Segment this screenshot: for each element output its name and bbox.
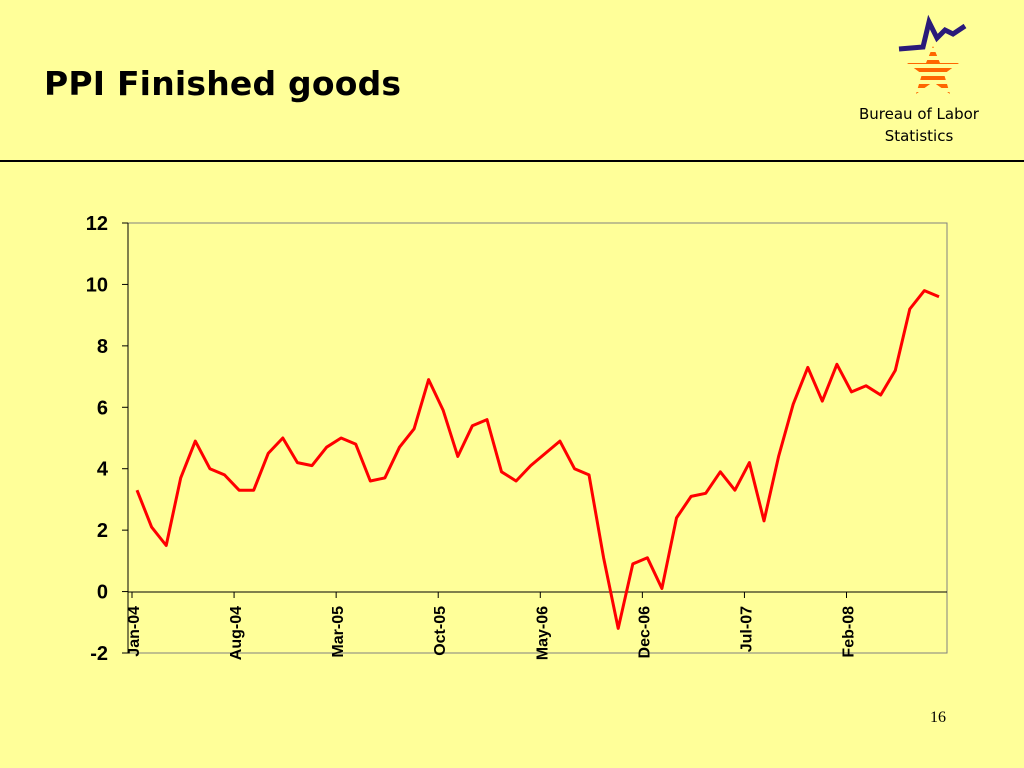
data-point (588, 474, 590, 476)
data-point (151, 526, 153, 528)
data-point (457, 455, 459, 457)
bls-star-logo-icon (898, 14, 967, 94)
x-tick-label: May-06 (534, 606, 551, 660)
data-point (136, 489, 138, 491)
data-point (428, 379, 430, 381)
data-point (807, 366, 809, 368)
data-point (471, 425, 473, 427)
data-point (603, 557, 605, 559)
page-number: 16 (930, 709, 946, 726)
data-point (515, 480, 517, 482)
data-point (194, 440, 196, 442)
data-point (734, 489, 736, 491)
data-point (821, 400, 823, 402)
data-point (223, 474, 225, 476)
data-point (355, 443, 357, 445)
data-point (763, 520, 765, 522)
data-point (238, 489, 240, 491)
data-point (865, 385, 867, 387)
data-point (340, 437, 342, 439)
data-point (909, 308, 911, 310)
y-tick-label: 6 (97, 397, 108, 419)
data-point (442, 409, 444, 411)
data-point (267, 452, 269, 454)
data-point (544, 452, 546, 454)
x-tick-label: Feb-08 (841, 606, 858, 658)
data-point (894, 369, 896, 371)
data-point (719, 471, 721, 473)
data-point (690, 495, 692, 497)
data-point (282, 437, 284, 439)
y-tick-label: 2 (97, 520, 108, 542)
data-point (486, 419, 488, 421)
x-tick-label: Jan-04 (126, 606, 143, 657)
x-tick-label: Dec-06 (636, 606, 653, 659)
data-point (311, 465, 313, 467)
y-tick-label: 4 (97, 459, 109, 481)
data-point (748, 462, 750, 464)
data-point (617, 627, 619, 629)
data-point (923, 290, 925, 292)
data-point (209, 468, 211, 470)
data-point (573, 468, 575, 470)
y-tick-label: 12 (86, 213, 108, 235)
data-point (180, 477, 182, 479)
x-tick-label: Oct-05 (432, 606, 449, 656)
x-tick-label: Jul-07 (738, 606, 755, 652)
data-point (880, 394, 882, 396)
data-point (792, 403, 794, 405)
data-point (938, 296, 940, 298)
data-point (851, 391, 853, 393)
data-point (326, 446, 328, 448)
data-point (705, 492, 707, 494)
data-point (836, 363, 838, 365)
y-tick-label: -2 (90, 643, 108, 665)
data-point (632, 563, 634, 565)
slide-title: PPI Finished goods (44, 64, 402, 103)
data-point (530, 465, 532, 467)
data-point (661, 588, 663, 590)
plot-area-border (127, 222, 948, 654)
data-point (413, 428, 415, 430)
data-point (384, 477, 386, 479)
data-point (501, 471, 503, 473)
data-point (253, 489, 255, 491)
header-divider (0, 160, 1024, 162)
data-point (646, 557, 648, 559)
data-point (778, 455, 780, 457)
organization-name: Bureau of Labor Statistics (859, 105, 979, 145)
x-tick-label: Mar-05 (330, 606, 347, 658)
series-line (135, 289, 940, 630)
data-point (296, 462, 298, 464)
data-point (676, 517, 678, 519)
data-point (398, 446, 400, 448)
data-point (369, 480, 371, 482)
x-tick-label: Aug-04 (228, 606, 245, 660)
y-tick-label: 10 (86, 274, 108, 296)
y-tick-label: 0 (97, 582, 108, 604)
data-point (165, 545, 167, 547)
y-tick-label: 8 (97, 336, 108, 358)
data-point (559, 440, 561, 442)
